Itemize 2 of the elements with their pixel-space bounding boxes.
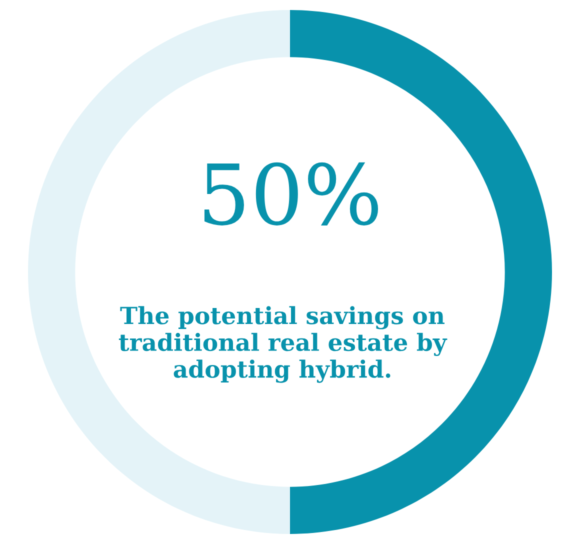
text: The potential savings on traditional real estate by adopting hybrid. — [118, 306, 448, 383]
text: 50% — [204, 162, 378, 226]
